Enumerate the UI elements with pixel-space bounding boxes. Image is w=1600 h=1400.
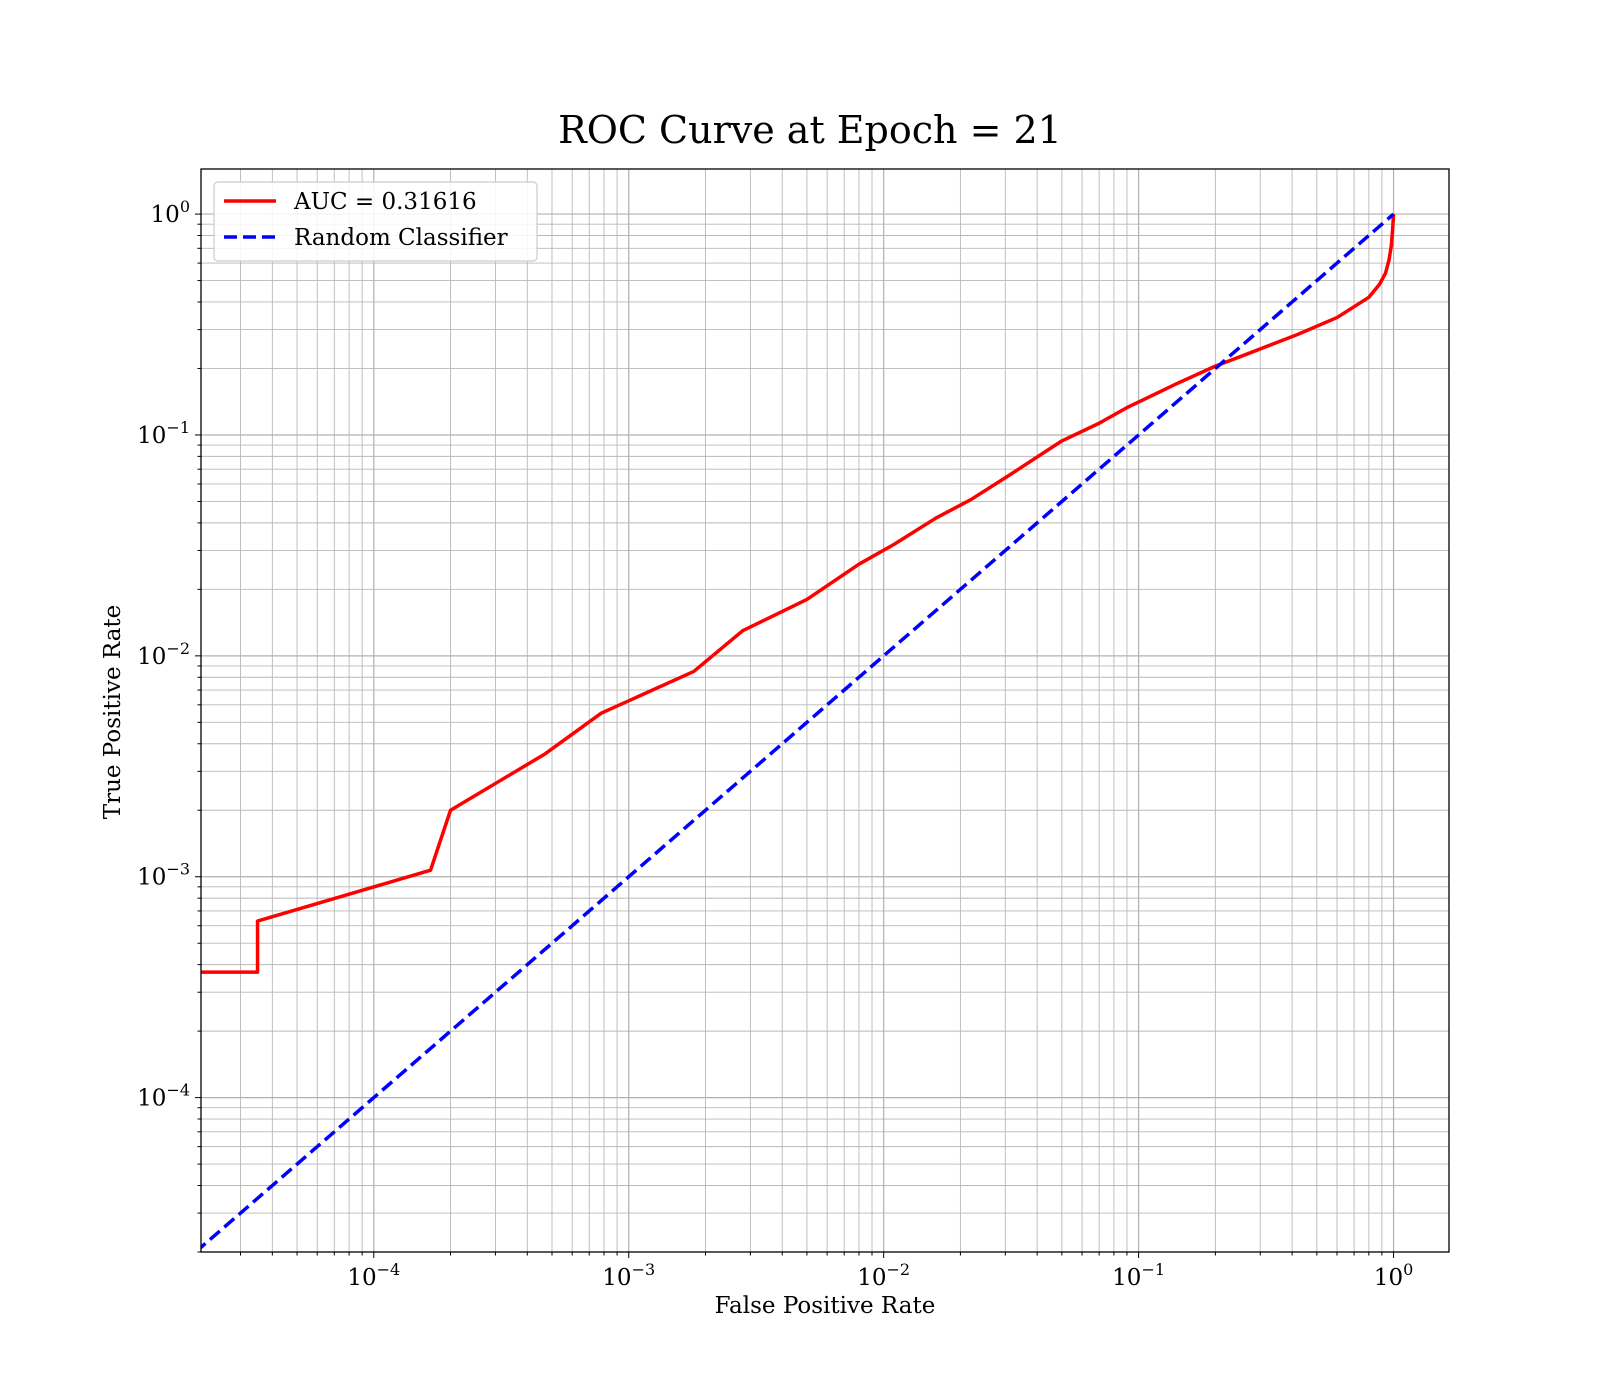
y-axis-ticks: 10−4 10−3 10−2 10−1 100 — [137, 197, 201, 1253]
x-axis-label: False Positive Rate — [715, 1293, 936, 1319]
x-tick-label: 10−1 — [1112, 1260, 1165, 1291]
y-tick-label: 10−2 — [137, 639, 190, 670]
chart-title: ROC Curve at Epoch = 21 — [558, 108, 1062, 152]
y-tick-label: 10−4 — [137, 1081, 190, 1112]
y-axis-label: True Positive Rate — [100, 605, 126, 820]
legend-label-random: Random Classifier — [294, 225, 508, 251]
roc-curve-line — [201, 213, 1396, 974]
y-tick-label: 10−3 — [137, 860, 190, 891]
plot-background — [201, 169, 1449, 1252]
x-axis-ticks: 10−4 10−3 10−2 10−1 100 — [239, 1252, 1413, 1291]
x-tick-label: 10−4 — [347, 1260, 400, 1291]
x-tick-label: 100 — [1374, 1260, 1413, 1291]
y-tick-label: 10−1 — [137, 418, 190, 449]
x-tick-label: 10−3 — [602, 1260, 655, 1291]
legend: AUC = 0.31616 Random Classifier — [213, 181, 538, 262]
x-tick-label: 10−2 — [857, 1260, 910, 1291]
legend-frame — [213, 181, 538, 262]
plot-frame — [200, 168, 1450, 1253]
legend-label-auc: AUC = 0.31616 — [293, 189, 477, 215]
y-tick-label: 100 — [151, 197, 190, 228]
grid — [201, 169, 1449, 1253]
random-classifier-line — [201, 212, 1395, 1250]
plot-area — [200, 168, 1450, 1253]
series-layer — [201, 212, 1396, 1250]
